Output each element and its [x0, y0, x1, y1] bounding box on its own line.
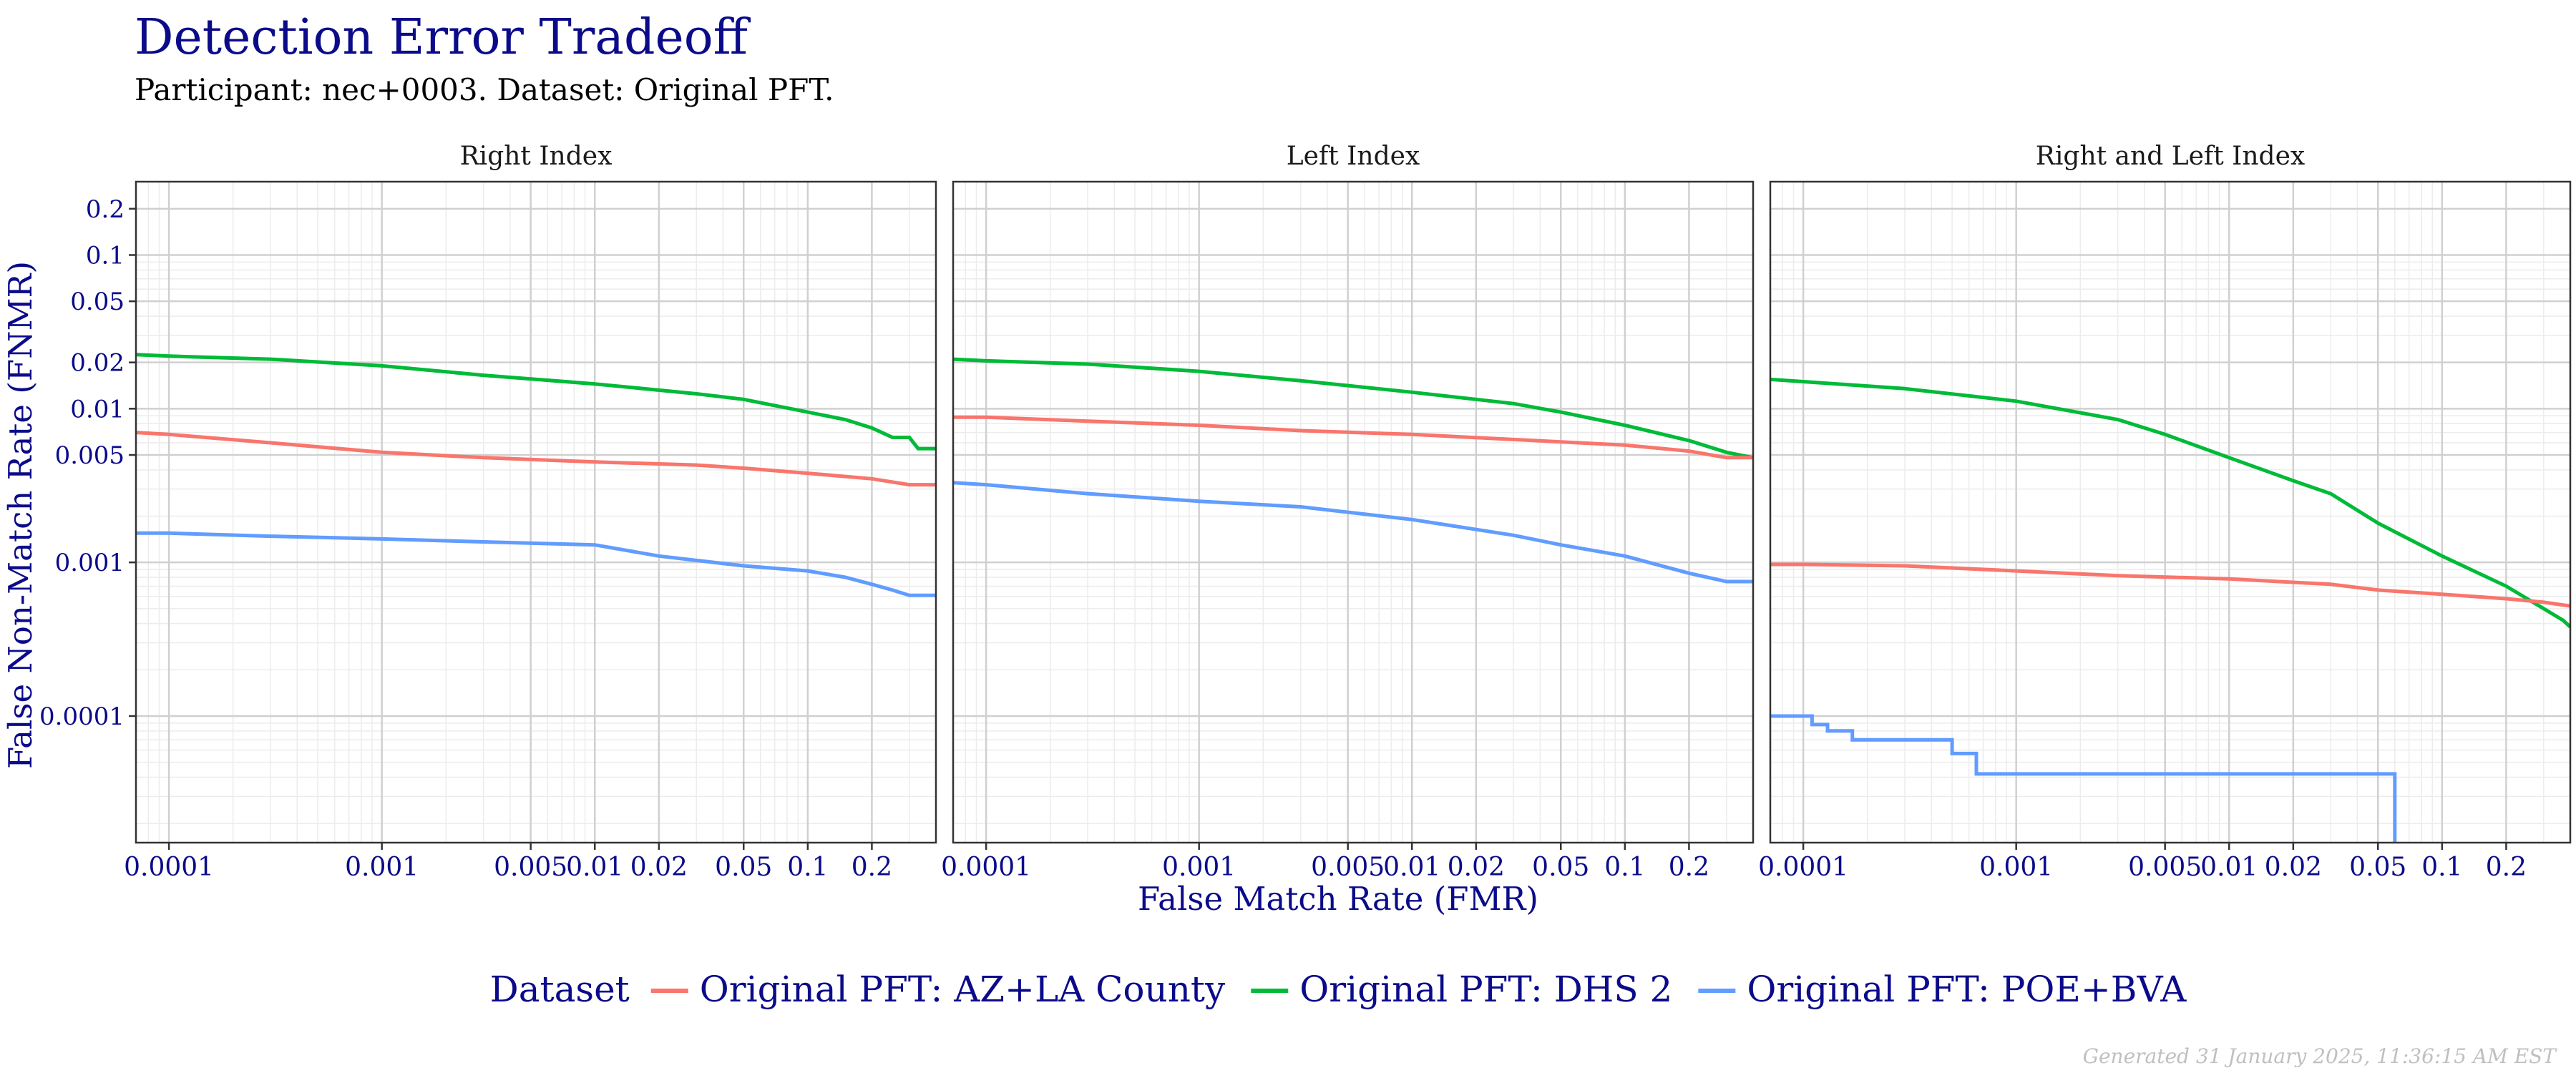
x-tick-label: 0.02 — [630, 853, 688, 882]
panel-border — [135, 180, 937, 844]
series-line — [136, 531, 936, 597]
legend-title: Dataset — [490, 969, 630, 1010]
x-tick-label: 0.05 — [715, 853, 772, 882]
y-tick-label: 0.02 — [70, 349, 125, 378]
x-tick-label: 0.01 — [2200, 853, 2258, 882]
series-line — [953, 357, 1753, 460]
panel-title: Right and Left Index — [2036, 142, 2305, 171]
y-tick-label: 0.1 — [86, 242, 125, 270]
x-tick-label: 0.05 — [2349, 853, 2406, 882]
y-tick-label: 0.005 — [55, 441, 125, 470]
chart-subtitle: Participant: nec+0003. Dataset: Original… — [135, 72, 834, 107]
x-tick-label: 0.001 — [1162, 853, 1236, 882]
y-tick-label: 0.0001 — [39, 702, 125, 731]
legend-item-label: Original PFT: AZ+LA County — [700, 969, 1226, 1010]
x-axis-label: False Match Rate (FMR) — [1138, 880, 1538, 918]
y-tick-label: 0.01 — [70, 395, 125, 423]
series-line — [136, 431, 936, 487]
x-tick-label: 0.001 — [345, 853, 419, 882]
x-tick-label: 0.02 — [2265, 853, 2322, 882]
panel-title: Left Index — [1287, 142, 1420, 171]
panel-background — [136, 182, 936, 843]
generated-footer: Generated 31 January 2025, 11:36:15 AM E… — [2083, 1044, 2558, 1068]
x-tick-label: 0.001 — [1979, 853, 2053, 882]
y-tick-label: 0.2 — [86, 195, 125, 224]
series-line — [953, 415, 1753, 460]
panel-series — [953, 357, 1753, 584]
y-tick-label: 0.05 — [70, 288, 125, 316]
x-tick-label: 0.1 — [1604, 853, 1645, 882]
legend-item-label: Original PFT: DHS 2 — [1299, 969, 1672, 1010]
x-tick-label: 0.2 — [852, 853, 892, 882]
x-tick-label: 0.05 — [1532, 853, 1589, 882]
series-line — [136, 353, 936, 451]
y-axis-label: False Non-Match Rate (FNMR) — [1, 261, 39, 769]
panel-background — [1770, 182, 2570, 843]
panel-border — [1769, 180, 2572, 844]
x-tick-label: 0.0001 — [1758, 853, 1848, 882]
panel-grid — [953, 182, 1753, 843]
x-tick-label: 0.2 — [1669, 853, 1709, 882]
panel-series — [136, 353, 936, 597]
x-tick-label: 0.005 — [2128, 853, 2202, 882]
panel-title: Right Index — [460, 142, 613, 171]
x-tick-label: 0.005 — [494, 853, 567, 882]
x-tick-label: 0.2 — [2486, 853, 2527, 882]
x-tick-label: 0.1 — [787, 853, 828, 882]
x-tick-label: 0.01 — [1383, 853, 1440, 882]
y-tick-label: 0.001 — [55, 549, 125, 577]
x-tick-label: 0.1 — [2421, 853, 2462, 882]
panel-grid — [136, 182, 936, 843]
x-tick-label: 0.0001 — [124, 853, 214, 882]
panel-grid — [1770, 182, 2570, 843]
x-tick-label: 0.005 — [1311, 853, 1385, 882]
panel-series — [1770, 377, 2570, 843]
chart-title: Detection Error Tradeoff — [135, 9, 751, 66]
series-line — [1770, 562, 2570, 608]
panel-3: Right and Left Index 0.0001 0.001 0.0050.01… — [1758, 142, 2572, 882]
series-line — [1770, 714, 2397, 843]
panel-border — [952, 180, 1755, 844]
x-tick-label: 0.0001 — [941, 853, 1031, 882]
series-line — [953, 481, 1753, 584]
x-tick-label: 0.02 — [1448, 853, 1505, 882]
x-tick-label: 0.01 — [566, 853, 623, 882]
legend: Dataset Original PFT: AZ+LA County Origin… — [490, 969, 2187, 1010]
legend-item-label: Original PFT: POE+BVA — [1747, 969, 2187, 1010]
